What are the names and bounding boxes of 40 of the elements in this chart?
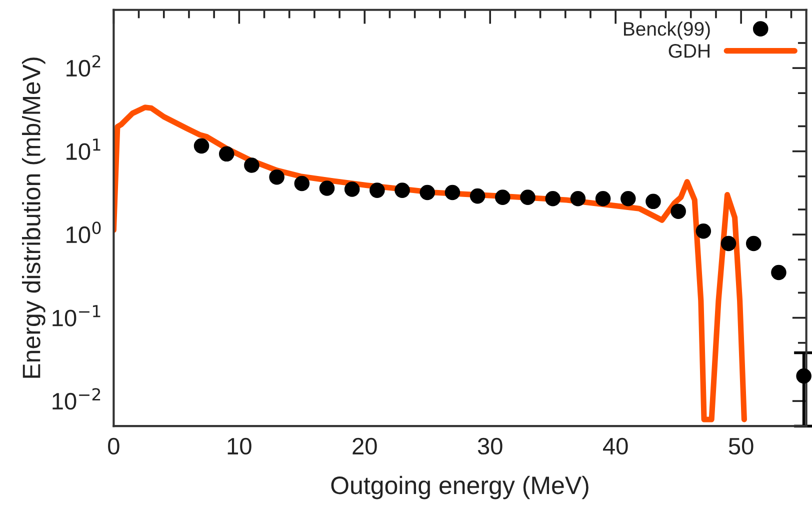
point bbox=[294, 176, 310, 192]
legend-label: Benck(99) bbox=[624, 22, 710, 40]
point bbox=[595, 190, 611, 206]
point bbox=[218, 146, 234, 162]
y-tick-label: 10$^{−1}$ bbox=[52, 305, 100, 326]
x-tick-label: 20 bbox=[352, 438, 377, 455]
point bbox=[394, 182, 410, 198]
point bbox=[720, 236, 736, 252]
point bbox=[796, 368, 812, 384]
x-tick-label: 40 bbox=[603, 438, 628, 455]
point bbox=[696, 223, 712, 239]
point bbox=[520, 190, 536, 205]
point bbox=[646, 194, 661, 210]
point bbox=[420, 184, 436, 200]
point bbox=[670, 204, 686, 219]
point bbox=[771, 264, 786, 280]
point bbox=[444, 184, 460, 200]
point bbox=[344, 182, 360, 197]
point bbox=[746, 236, 762, 252]
y-tick-label: 10$^{−2}$ bbox=[52, 388, 100, 410]
point bbox=[319, 180, 335, 196]
y-tick-label: 10$^{1}$ bbox=[66, 138, 100, 160]
x-tick-label: 30 bbox=[478, 438, 502, 455]
point bbox=[495, 190, 510, 205]
point bbox=[570, 190, 586, 206]
x-tick-label: 10 bbox=[228, 438, 252, 455]
point bbox=[470, 188, 486, 204]
legend-label: GDH bbox=[668, 44, 710, 58]
x-axis-title: Outgoing energy (MeV) bbox=[331, 476, 588, 500]
point bbox=[370, 182, 385, 198]
point bbox=[194, 138, 210, 154]
x-tick-label: 0 bbox=[108, 438, 120, 455]
point bbox=[269, 169, 284, 185]
point bbox=[545, 190, 560, 206]
x-tick-label: 50 bbox=[728, 438, 754, 455]
point bbox=[620, 190, 636, 206]
y-axis-title: Energy distribution (mb/MeV) bbox=[22, 58, 46, 378]
point bbox=[244, 158, 260, 173]
y-tick-label: 10$^{0}$ bbox=[66, 222, 101, 244]
y-tick-label: 10$^{2}$ bbox=[66, 55, 100, 77]
